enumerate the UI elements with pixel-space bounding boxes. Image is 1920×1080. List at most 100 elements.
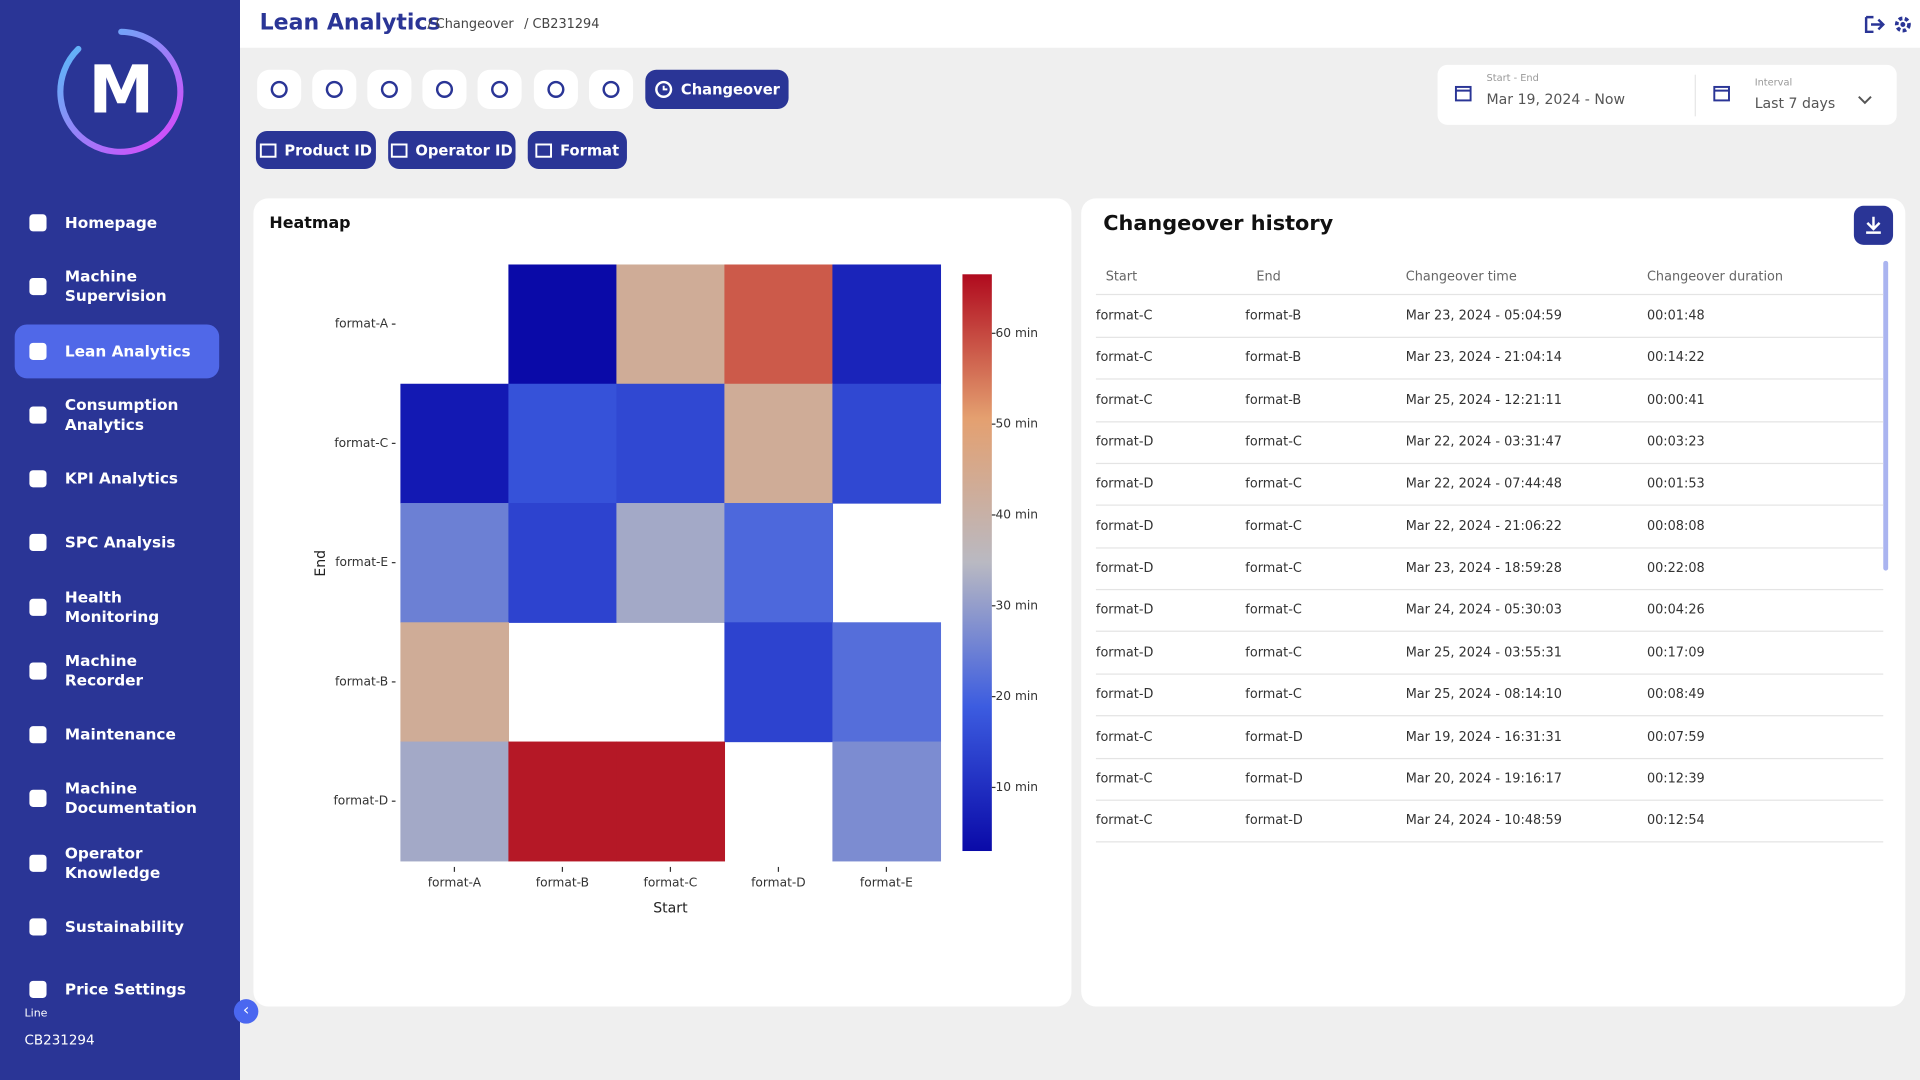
filter-icon xyxy=(391,142,408,158)
table-row: format-D format-C Mar 25, 2024 - 08:14:10 0… xyxy=(1095,674,1884,717)
nav-item[interactable]: Lean Analytics xyxy=(14,324,220,379)
download-button[interactable] xyxy=(1853,205,1894,245)
filter-glyph xyxy=(535,142,553,158)
table-cell: 00:04:26 xyxy=(1646,602,1705,618)
table-cell: format-C xyxy=(1095,729,1153,744)
nav-item[interactable]: Price Settings xyxy=(15,962,219,1016)
history-card: Changeover history xyxy=(1081,198,1906,1007)
table-row: format-D format-C Mar 22, 2024 - 07:44:48 0… xyxy=(1095,463,1884,507)
filter-button[interactable]: Operator ID xyxy=(388,131,516,169)
nav-item[interactable]: Machine Documentation xyxy=(15,771,219,825)
tool-button[interactable] xyxy=(533,69,578,109)
colorbar-tick-label: 20 min xyxy=(996,689,1039,703)
table-row: format-C format-D Mar 19, 2024 - 16:31:31 0… xyxy=(1095,716,1884,759)
filter-button[interactable]: Product ID xyxy=(255,131,376,169)
x-axis-label: Start xyxy=(653,901,688,917)
breadcrumb[interactable]: / Changeover xyxy=(427,17,514,32)
nav-label: Homepage xyxy=(64,213,158,232)
table-cell: Mar 25, 2024 - 03:55:31 xyxy=(1405,645,1562,660)
heatmap-cell xyxy=(832,622,942,743)
table-cell: 00:03:23 xyxy=(1646,434,1705,450)
table-row: format-D format-C Mar 22, 2024 - 21:06:22 0… xyxy=(1095,505,1884,549)
table-row: format-D format-C Mar 25, 2024 - 03:55:31 0… xyxy=(1095,632,1884,675)
nav-label: SPC Analysis xyxy=(64,532,176,552)
nav-icon xyxy=(29,470,47,488)
x-tick-label: format-E xyxy=(860,875,913,889)
nav-icon xyxy=(29,406,47,424)
date-filter[interactable]: Start - End Mar 19, 2024 - Now Interval … xyxy=(1437,64,1897,125)
chart-title: Heatmap xyxy=(269,214,351,233)
y-axis-label: End xyxy=(313,550,329,577)
table-row: format-D format-C Mar 22, 2024 - 03:31:47 0… xyxy=(1095,421,1884,465)
tool-button[interactable] xyxy=(422,69,467,109)
nav-label: Machine Documentation xyxy=(64,778,197,817)
table-cell: format-D xyxy=(1095,687,1154,702)
nav-label: Sustainability xyxy=(64,917,185,936)
interval-value: Last 7 days xyxy=(1754,94,1836,112)
colorbar-tick-label: 10 min xyxy=(996,780,1039,794)
nav-item[interactable]: Machine Supervision xyxy=(15,260,219,314)
nav-item[interactable]: Machine Recorder xyxy=(15,644,219,698)
table-cell: 00:22:08 xyxy=(1646,560,1705,576)
nav-icon xyxy=(29,980,47,998)
table-cell: format-D xyxy=(1095,434,1154,450)
table-cell: Mar 23, 2024 - 05:04:59 xyxy=(1405,308,1562,324)
scrollbar[interactable] xyxy=(1883,260,1889,571)
nav-icon xyxy=(29,277,47,296)
table-cell: format-C xyxy=(1095,813,1153,828)
dropdown-icon[interactable] xyxy=(1858,96,1873,106)
tab-icon xyxy=(655,80,673,98)
filter-button[interactable]: Format xyxy=(527,131,627,169)
column-header: Changeover duration xyxy=(1646,269,1784,285)
tool-glyph xyxy=(270,80,288,98)
heatmap-cell xyxy=(508,503,618,623)
table-cell: format-B xyxy=(1245,350,1302,366)
table-cell: 00:12:39 xyxy=(1646,771,1705,786)
filter-label: Operator ID xyxy=(415,141,513,159)
table-row: format-C format-B Mar 23, 2024 - 21:04:14 0… xyxy=(1095,337,1884,381)
table-cell: 00:14:22 xyxy=(1646,350,1705,366)
heatmap-cell xyxy=(724,622,834,743)
nav-item[interactable]: Sustainability xyxy=(15,900,219,954)
x-tick-label: format-C xyxy=(644,875,698,889)
heatmap-cell xyxy=(508,383,618,504)
nav-item[interactable]: Operator Knowledge xyxy=(15,836,219,890)
table-row: format-C format-D Mar 20, 2024 - 19:16:17 0… xyxy=(1095,758,1884,801)
table-cell: format-B xyxy=(1245,392,1302,408)
nav-item[interactable]: Maintenance xyxy=(15,708,219,762)
tool-button[interactable] xyxy=(257,69,302,109)
tool-icon xyxy=(435,80,454,98)
header-icons[interactable] xyxy=(1864,15,1913,35)
table-cell: format-C xyxy=(1095,308,1153,324)
tool-button[interactable] xyxy=(588,69,634,109)
table-cell: Mar 22, 2024 - 21:06:22 xyxy=(1405,518,1562,534)
tool-button[interactable] xyxy=(367,69,412,109)
nav-item[interactable]: Health Monitoring xyxy=(15,580,219,634)
table-cell: 00:08:49 xyxy=(1646,687,1705,702)
heatmap-cell xyxy=(400,622,510,743)
colorbar-tick-label: 40 min xyxy=(996,507,1039,521)
tab-changeover[interactable]: Changeover xyxy=(645,69,789,109)
nav-icon xyxy=(29,598,47,616)
table-cell: format-C xyxy=(1245,434,1302,450)
collapse-button[interactable]: ‹ xyxy=(233,999,259,1024)
y-tick-label: format-C xyxy=(334,436,388,450)
table-cell: format-C xyxy=(1245,518,1302,534)
tool-button[interactable] xyxy=(312,69,357,109)
tool-button[interactable] xyxy=(477,69,522,109)
tool-glyph xyxy=(491,80,509,98)
y-tick-label: format-D xyxy=(334,794,389,808)
nav-item[interactable]: Consumption Analytics xyxy=(15,388,219,442)
table-cell: format-D xyxy=(1095,476,1154,492)
date-value: Mar 19, 2024 - Now xyxy=(1486,90,1625,108)
tool-icon xyxy=(325,80,343,98)
nav-item[interactable]: Homepage xyxy=(15,196,219,250)
nav-item[interactable]: KPI Analytics xyxy=(15,452,219,506)
nav-item[interactable]: SPC Analysis xyxy=(15,516,219,570)
breadcrumb[interactable]: / CB231294 xyxy=(524,17,600,32)
column-header: Start xyxy=(1105,269,1138,285)
nav-icon xyxy=(29,726,47,744)
tool-glyph xyxy=(325,80,343,98)
heatmap-cell xyxy=(400,503,510,623)
